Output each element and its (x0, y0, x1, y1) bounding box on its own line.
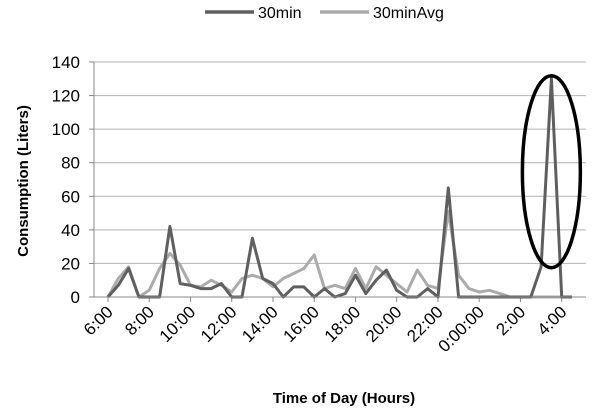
y-tick-label: 140 (52, 53, 80, 72)
y-tick-label: 40 (61, 221, 80, 240)
y-tick-label: 120 (52, 87, 80, 106)
axes (93, 62, 586, 298)
series-line-30min (106, 77, 572, 299)
legend: 30min 30minAvg (205, 5, 444, 22)
x-tick-label: 10:00 (156, 302, 200, 346)
x-tick-label: 16:00 (280, 302, 324, 346)
y-tick-label: 80 (61, 154, 80, 173)
x-tick-label: 18:00 (321, 302, 365, 346)
x-tick-label: 20:00 (362, 302, 406, 346)
y-tick-labels: 0 20 40 60 80 100 120 140 (52, 53, 80, 307)
annotation-ellipse (520, 73, 583, 270)
legend-label-30minavg: 30minAvg (373, 5, 444, 22)
y-tick-label: 20 (61, 254, 80, 273)
x-tick-label: 12:00 (197, 302, 241, 346)
x-tick-label: 0:00:00 (434, 302, 488, 356)
x-tick-label: 8:00 (121, 302, 158, 339)
legend-label-30min: 30min (258, 5, 302, 22)
x-tick-label: 14:00 (238, 302, 282, 346)
y-tick-label: 0 (71, 288, 80, 307)
peak-annotation-ellipse (520, 73, 583, 270)
y-tick-label: 60 (61, 187, 80, 206)
x-tick-label: 4:00 (534, 302, 571, 339)
x-tick-label: 6:00 (80, 302, 117, 339)
x-tick-label: 2:00 (492, 302, 529, 339)
series-line-30minavg (106, 209, 572, 299)
y-axis-title: Consumption (Liters) (15, 105, 32, 257)
x-axis-title: Time of Day (Hours) (273, 390, 415, 407)
series-lines (106, 77, 572, 299)
x-tick-labels: 6:00 8:0010:0012:0014:0016:0018:0020:0022… (80, 302, 571, 356)
y-tick-label: 100 (52, 120, 80, 139)
